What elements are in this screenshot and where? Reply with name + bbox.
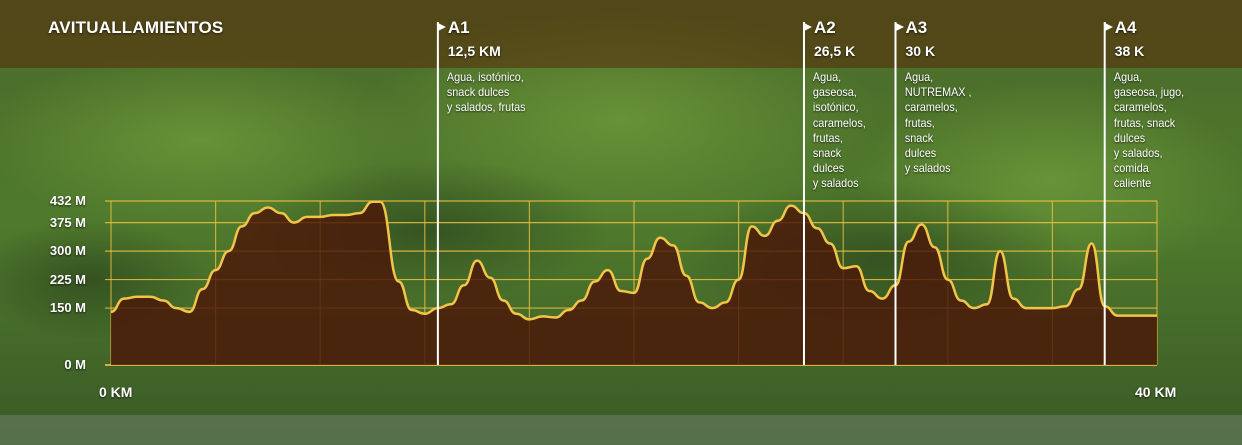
header-band: [0, 0, 1242, 68]
station-distance: 12,5 KM: [447, 43, 501, 59]
y-tick-label: 432 M: [49, 193, 86, 208]
supply-item: NUTREMAX ,: [904, 85, 972, 100]
supply-item: gaseosa, jugo,: [1113, 85, 1184, 100]
station-a1: A1 12,5 KM Agua, isotónico, snack dulces y s…: [437, 18, 535, 116]
station-a3: A3 30 K Agua, NUTREMAX , caramelos, frutas, sn…: [895, 18, 980, 176]
supply-item: dulces: [812, 161, 845, 176]
station-supplies: Agua, gaseosa, jugo, caramelos, frutas, sna…: [1104, 70, 1184, 192]
supply-item: caramelos,: [904, 100, 958, 115]
flag-icon: [895, 23, 904, 31]
supply-item: snack: [904, 130, 933, 145]
y-tick-label: 0 M: [64, 357, 86, 372]
station-id: A2: [813, 18, 836, 37]
supply-item: caramelos,: [812, 115, 866, 130]
supply-item: frutas,: [812, 130, 843, 145]
supply-item: Agua,: [1113, 70, 1142, 84]
station-markers: [436, 22, 1106, 365]
x-tick-label-end: 40 KM: [1135, 384, 1177, 400]
station-supplies: Agua, NUTREMAX , caramelos, frutas, snack dul…: [895, 70, 972, 176]
flag-icon: [803, 23, 812, 31]
supply-item: gaseosa,: [812, 85, 857, 100]
supply-item: Agua,: [812, 70, 842, 84]
chart-title: AVITUALLAMIENTOS: [48, 18, 224, 37]
supply-item: snack: [812, 146, 842, 161]
supply-item: y salados: [904, 161, 951, 176]
supply-item: Agua, isotónico,: [446, 70, 524, 84]
flag-icon: [437, 23, 446, 31]
y-tick-label: 225 M: [49, 271, 86, 287]
station-distance: 30 K: [905, 43, 936, 59]
supply-item: frutas,: [904, 115, 935, 130]
station-id: A3: [905, 18, 928, 37]
station-distance: 26,5 K: [813, 43, 856, 59]
station-a4: A4 38 K Agua, gaseosa, jugo, caramelos, fruta…: [1104, 18, 1193, 192]
station-id: A4: [1114, 18, 1137, 37]
y-tick-label: 375 M: [49, 214, 86, 230]
supply-item: caliente: [1113, 176, 1151, 191]
elevation-line: [110, 200, 1157, 321]
supply-item: y salados, frutas: [446, 100, 526, 115]
flag-icon: [1104, 23, 1113, 31]
supply-item: dulces: [904, 146, 936, 161]
supply-item: comida: [1113, 161, 1149, 176]
station-id: A1: [447, 18, 470, 37]
footer-band: [0, 415, 1242, 445]
x-tick-label-start: 0 KM: [99, 384, 133, 400]
supply-item: y salados: [812, 176, 859, 191]
y-tick-label: 300 M: [49, 243, 86, 259]
supply-item: isotónico,: [812, 100, 859, 115]
station-supplies: Agua, isotónico, snack dulces y salados, f…: [437, 70, 526, 116]
supply-item: dulces: [1113, 130, 1145, 145]
supply-item: y salados,: [1113, 146, 1163, 161]
y-tick-label: 150 M: [49, 300, 86, 316]
station-a2: A2 26,5 K Agua, gaseosa, isotónico, caramelos…: [803, 18, 873, 192]
station-distance: 38 K: [1114, 43, 1145, 59]
supply-item: Agua,: [904, 70, 933, 84]
supply-item: snack dulces: [446, 85, 510, 100]
supply-item: caramelos,: [1113, 100, 1167, 115]
station-supplies: Agua, gaseosa, isotónico, caramelos, frutas,…: [803, 70, 866, 192]
supply-item: frutas, snack: [1113, 115, 1175, 130]
